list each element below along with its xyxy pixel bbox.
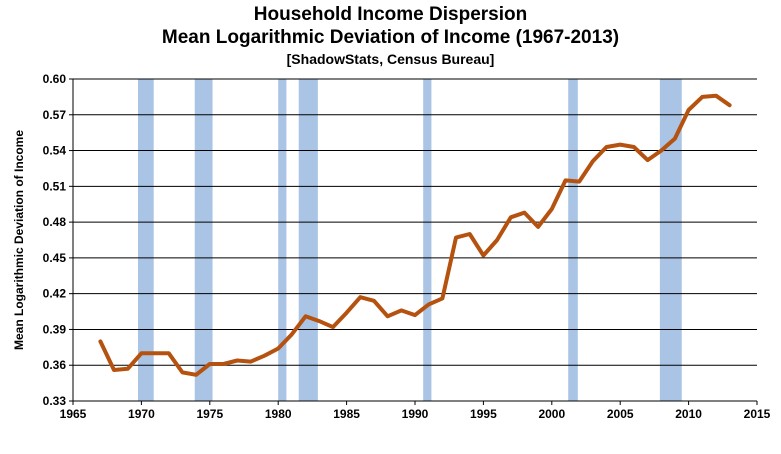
y-tick-label: 0.45 <box>43 251 67 265</box>
data-series <box>98 93 732 377</box>
y-tick-label: 0.48 <box>43 215 67 229</box>
x-tick-label: 1965 <box>60 407 87 421</box>
y-axis-label: Mean Logarithmic Deviation of Income <box>12 130 26 350</box>
x-tick-label: 2005 <box>607 407 634 421</box>
y-tick-label: 0.39 <box>43 322 67 336</box>
x-tick-label: 2000 <box>538 407 565 421</box>
x-tick-label: 1975 <box>196 407 223 421</box>
axes: 0.33 0.36 0.39 0.42 0.45 0.48 0.51 0.54 0.57 0.60… <box>43 72 771 421</box>
series-line <box>98 93 732 377</box>
recession-band <box>137 79 154 401</box>
recession-band <box>568 79 578 401</box>
y-tick-label: 0.51 <box>43 179 67 193</box>
recession-band <box>423 79 432 401</box>
recession-band <box>194 79 213 401</box>
x-tick-label: 1990 <box>402 407 429 421</box>
y-tick-label: 0.54 <box>43 144 67 158</box>
recession-band <box>278 79 287 401</box>
y-tick-label: 0.57 <box>43 108 67 122</box>
grid-lines <box>73 78 757 402</box>
x-tick-label: 1995 <box>470 407 497 421</box>
recession-band <box>659 79 682 401</box>
x-tick-label: 1985 <box>333 407 360 421</box>
x-tick-label: 2010 <box>675 407 702 421</box>
chart-title: Household Income Dispersion <box>253 4 528 25</box>
chart-subtitle: Mean Logarithmic Deviation of Income (19… <box>161 27 620 48</box>
recession-band <box>298 79 318 401</box>
chart-source: [ShadowStats, Census Bureau] <box>286 51 495 67</box>
recession-bands <box>137 79 682 401</box>
y-tick-label: 0.42 <box>43 287 67 301</box>
y-tick-label: 0.60 <box>43 72 67 86</box>
x-tick-label: 2015 <box>744 407 771 421</box>
y-tick-label: 0.36 <box>43 358 67 372</box>
x-tick-label: 1980 <box>265 407 292 421</box>
y-tick-label: 0.33 <box>43 394 67 408</box>
x-tick-label: 1970 <box>128 407 155 421</box>
